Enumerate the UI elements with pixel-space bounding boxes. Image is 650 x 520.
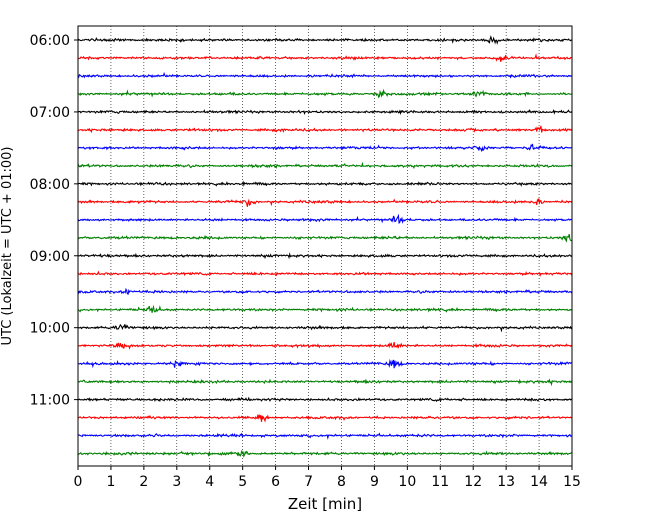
x-tick-label: 6	[271, 474, 280, 490]
y-tick-label: 06:00	[30, 33, 70, 49]
trace-0730	[77, 143, 573, 153]
y-axis-label: UTC (Lokalzeit = UTC + 01:00)	[0, 147, 15, 346]
trace-1145	[77, 450, 573, 458]
trace-1045	[77, 378, 573, 387]
x-tick-label: 15	[563, 474, 581, 490]
trace-0645	[77, 88, 573, 99]
x-tick-label: 5	[238, 474, 247, 490]
trace-0600	[77, 35, 573, 45]
x-tick-label: 2	[139, 474, 148, 490]
trace-0700	[77, 109, 573, 116]
x-tick-label: 7	[304, 474, 313, 490]
x-tick-label: 11	[431, 474, 449, 490]
trace-1130	[77, 432, 573, 440]
trace-1115	[77, 413, 573, 423]
x-tick-label: 1	[106, 474, 115, 490]
trace-0845	[77, 234, 573, 243]
x-tick-label: 3	[172, 474, 181, 490]
trace-0900	[77, 252, 573, 260]
grid-lines	[110, 26, 540, 466]
trace-0915	[77, 270, 573, 277]
x-tick-label: 4	[205, 474, 214, 490]
x-axis-label: Zeit [min]	[288, 495, 362, 513]
trace-0715	[77, 125, 573, 134]
trace-1000	[77, 323, 573, 333]
trace-0630	[77, 71, 573, 79]
y-tick-label: 10:00	[30, 321, 70, 337]
x-tick-label: 8	[337, 474, 346, 490]
trace-0615	[77, 53, 573, 62]
seismic-traces	[77, 35, 573, 458]
y-tick-label: 08:00	[30, 177, 70, 193]
trace-0930	[77, 287, 573, 295]
trace-1100	[77, 396, 573, 403]
y-axis: 06:00 07:00 08:00 09:00 10:00 11:00	[30, 33, 78, 409]
x-tick-label: 0	[74, 474, 83, 490]
trace-1030	[77, 358, 573, 369]
y-tick-label: 11:00	[30, 393, 70, 409]
trace-0800	[77, 180, 573, 187]
trace-1015	[77, 341, 573, 350]
y-tick-label: 07:00	[30, 105, 70, 121]
x-tick-label: 14	[530, 474, 548, 490]
x-tick-label: 12	[464, 474, 482, 490]
x-tick-label: 9	[370, 474, 379, 490]
trace-0815	[77, 198, 573, 207]
trace-0745	[77, 161, 573, 170]
x-tick-label: 10	[398, 474, 416, 490]
x-axis: 0 1 2 3 4 5 6 7 8 9 10 11 12 13 14 15	[74, 466, 581, 490]
y-tick-label: 09:00	[30, 249, 70, 265]
trace-0945	[77, 304, 573, 313]
x-tick-label: 13	[497, 474, 515, 490]
plot-frame	[77, 25, 573, 467]
trace-0830	[77, 213, 573, 225]
